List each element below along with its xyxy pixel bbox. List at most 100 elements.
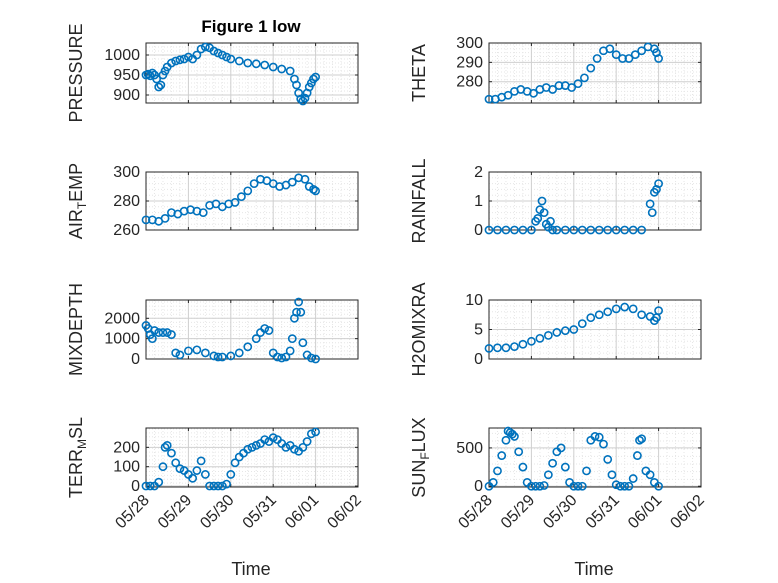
x-tick-label: 05/29 [155,492,195,532]
data-point [311,427,320,437]
data-point [171,56,181,66]
data-point [222,479,231,489]
data-point [586,63,596,73]
x-tick-label: 05/28 [455,492,495,532]
data-point [539,481,549,490]
data-point [154,82,164,92]
data-point [611,225,621,235]
y-axis-label: RAINFALL [409,158,429,243]
data-point [603,455,613,464]
data-point [527,225,536,235]
data-point [484,225,494,235]
panel-h2omixra: 0 5 10 H2OMIXRA [409,282,702,377]
data-point [603,225,613,235]
data-point [300,93,310,103]
data-point [654,306,663,316]
y-tick-label: 0 [131,351,140,368]
data-point [171,348,181,358]
data-point [510,225,519,235]
data-point [637,46,647,56]
data-point [213,481,223,491]
data-point [251,59,261,69]
y-axis-label: SUNFLUX [409,417,432,497]
data-point [552,225,562,235]
data-point [518,462,528,472]
data-point [556,443,566,453]
data-point [285,346,295,356]
data-point [302,437,312,446]
data-point [200,348,210,358]
data-point [624,54,634,63]
y-axis-label-text: SUN [409,460,429,498]
data-point [527,336,536,346]
data-point [580,73,589,83]
data-point [654,179,663,188]
data-point [577,319,587,328]
data-point [230,458,240,468]
data-point [503,90,513,100]
y-tick-label: 2 [474,164,483,181]
data-point [645,199,655,209]
data-point [637,310,647,320]
data-point [281,352,291,362]
panel-rainfall: 0 1 2 RAINFALL [409,158,702,244]
y-axis-label-subscript: F [418,452,432,459]
data-point [637,225,647,235]
x-axis-label-left: Time [231,559,270,579]
data-point [167,58,176,68]
data-point [537,196,547,206]
data-point [501,435,511,445]
data-point [226,470,236,479]
data-point [160,442,170,452]
data-point [560,462,570,472]
data-point [222,52,231,62]
axes-box [145,427,359,488]
data-point [484,343,494,353]
data-point [647,208,657,217]
data-point [234,348,244,358]
data-point [616,481,625,491]
data-point [167,448,176,458]
x-tick-label: 05/31 [583,492,623,532]
y-tick-label: 280 [113,193,140,210]
data-point [620,302,630,312]
data-point [287,334,297,344]
x-tick-label: 06/02 [667,492,707,532]
data-point [628,225,638,235]
data-point [260,435,270,445]
data-point [300,174,310,184]
panel-pressure: 900 950 1000 PRESSURE [66,23,359,123]
data-point [569,481,579,491]
data-point [493,343,502,353]
data-point [287,177,297,187]
plot-area [489,43,701,103]
data-point [592,54,602,63]
x-tick-label: 05/28 [112,492,152,532]
data-point [141,481,151,491]
y-axis-label-tail: EMP [66,163,86,202]
y-tick-label: 10 [465,292,483,309]
y-tick-label: 100 [113,459,140,476]
data-point [175,55,185,65]
data-point [217,50,227,60]
data-point [654,54,663,63]
data-point [260,60,270,70]
data-point [560,225,570,235]
data-point [620,481,630,491]
y-tick-label: 2000 [104,310,140,327]
data-point [311,72,320,82]
data-point [213,48,223,58]
panel-terr_msl: 0 100 200 TERRMSL 05/28 05/29 05/30 05/31 06/01 0… [66,417,365,532]
y-axis-label: PRESSURE [66,23,86,122]
plot-area [146,428,358,487]
x-tick-label: 06/02 [324,492,364,532]
data-point [628,474,638,483]
y-tick-label: 0 [474,222,483,239]
data-point [497,451,507,460]
data-point [306,353,316,363]
data-point [141,215,151,225]
panel-mixdepth: 0 1000 2000 MIXDEPTH [66,283,359,376]
data-point [594,432,604,442]
data-point [273,352,282,362]
data-point [158,462,168,472]
